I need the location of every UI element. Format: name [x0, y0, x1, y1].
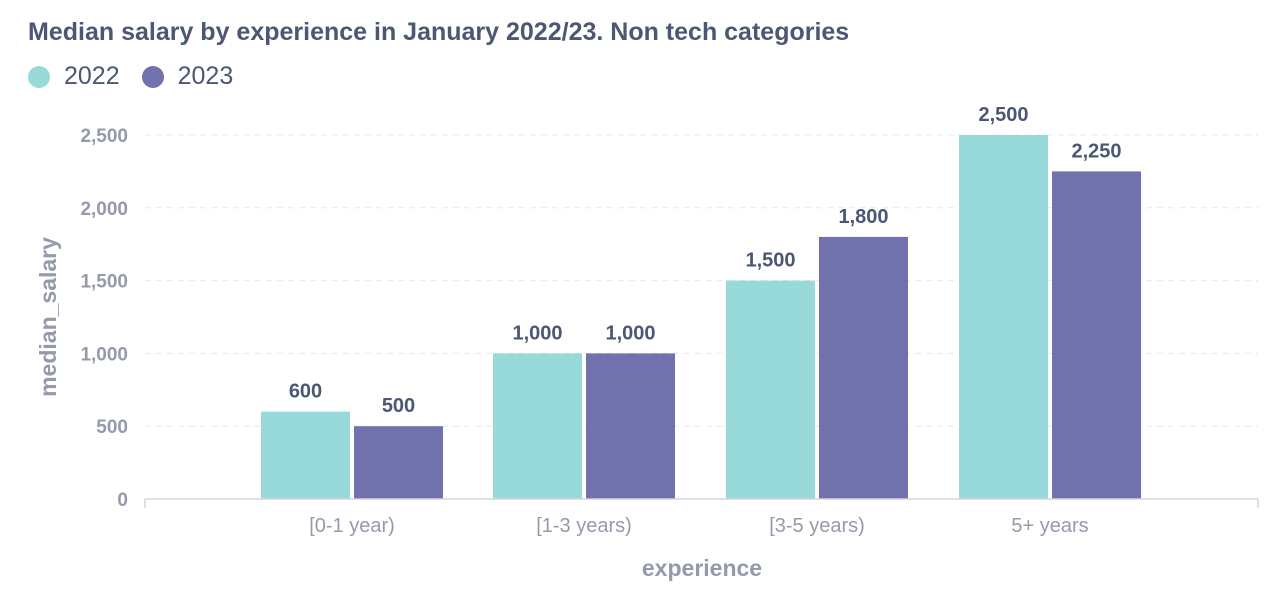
y-axis-ticks: 0 500 1,000 1,500 2,000 2,500 — [80, 126, 128, 511]
legend-label-2022: 2022 — [64, 62, 120, 90]
data-label: 1,000 — [605, 322, 655, 344]
data-label: 1,000 — [512, 322, 562, 344]
data-label: 2,250 — [1071, 140, 1121, 162]
bar-2022-0[interactable] — [261, 411, 350, 499]
y-tick-label: 1,500 — [80, 272, 128, 293]
legend-item-2023[interactable]: 2023 — [141, 62, 234, 91]
legend-item-2022[interactable]: 2022 — [28, 62, 120, 91]
y-tick-label: 500 — [96, 417, 128, 438]
chart-title: Median salary by experience in January 2… — [28, 18, 850, 46]
y-axis-label: median_salary — [35, 237, 61, 397]
data-label: 1,800 — [838, 206, 888, 228]
x-tick-label: [0-1 year) — [309, 515, 395, 537]
bar-2023-2[interactable] — [819, 236, 908, 500]
y-tick-label: 1,000 — [80, 344, 128, 365]
y-tick-label: 2,500 — [80, 126, 128, 147]
legend-label-2023: 2023 — [177, 62, 234, 90]
x-axis: [0-1 year) [1-3 years) [3-5 years) 5+ years — [144, 498, 1259, 537]
bar-2022-1[interactable] — [493, 353, 582, 499]
bar-2023-1[interactable] — [586, 353, 675, 499]
y-tick-label: 0 — [117, 490, 128, 511]
bar-2023-0[interactable] — [354, 426, 443, 499]
data-labels: 600 500 1,000 1,000 1,500 1,800 2,500 2,250 — [289, 104, 1122, 417]
data-label: 2,500 — [978, 104, 1028, 126]
legend: 2022 2023 — [28, 62, 255, 91]
x-tick-label: 5+ years — [1011, 515, 1088, 537]
y-tick-label: 2,000 — [80, 199, 128, 220]
bar-2022-3[interactable] — [959, 135, 1048, 499]
data-label: 600 — [289, 381, 322, 403]
x-tick-label: [1-3 years) — [536, 515, 632, 537]
data-label: 1,500 — [745, 250, 795, 272]
x-axis-label: experience — [642, 555, 762, 581]
x-tick-label: [3-5 years) — [769, 515, 865, 537]
legend-dot-2022 — [28, 65, 50, 88]
bars — [261, 135, 1141, 500]
legend-dot-2023 — [141, 65, 164, 88]
data-label: 500 — [382, 395, 415, 417]
bar-2023-3[interactable] — [1052, 171, 1141, 499]
bar-2022-2[interactable] — [726, 280, 815, 499]
